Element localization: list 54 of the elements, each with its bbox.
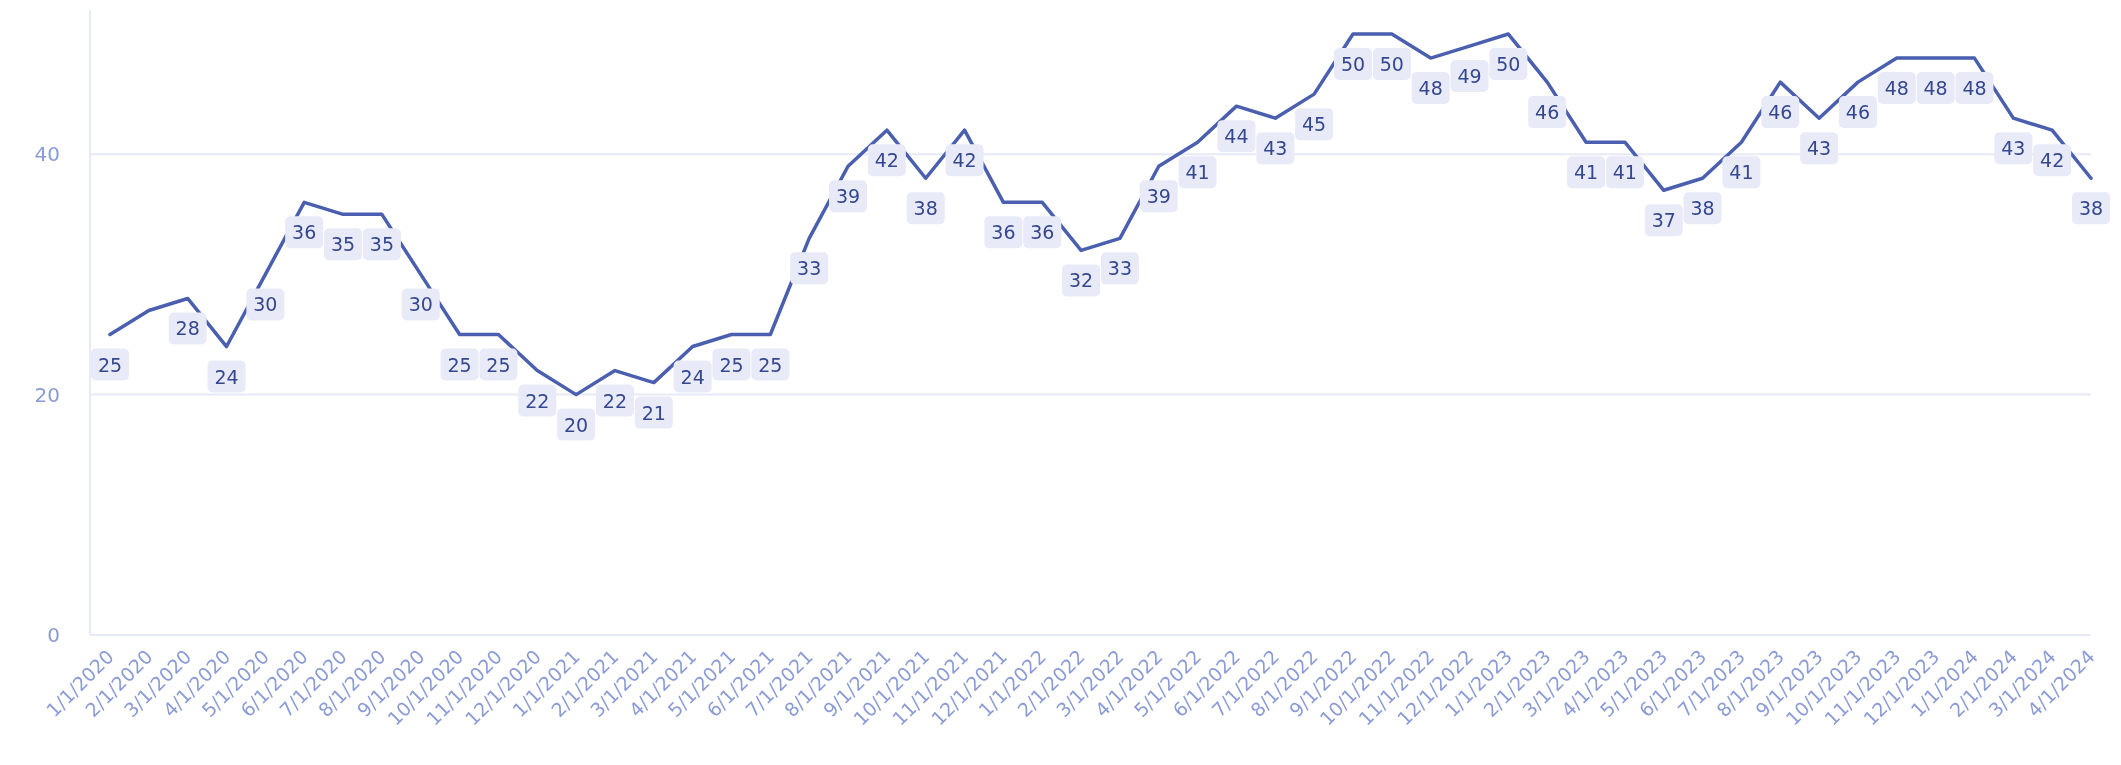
data-label: 39 <box>1146 185 1171 208</box>
data-label: 38 <box>913 197 938 220</box>
data-label: 36 <box>292 221 317 244</box>
data-label: 25 <box>97 353 123 376</box>
data-label: 42 <box>874 149 899 172</box>
data-label: 41 <box>1729 161 1754 184</box>
data-label: 46 <box>1535 101 1560 124</box>
data-label: 50 <box>1340 53 1366 76</box>
data-label: 25 <box>719 353 744 376</box>
data-label: 46 <box>1845 101 1871 124</box>
data-label: 45 <box>1302 113 1327 136</box>
data-label: 36 <box>991 221 1016 244</box>
data-label: 35 <box>330 233 356 256</box>
data-label: 39 <box>835 185 861 208</box>
data-label: 35 <box>369 233 394 256</box>
data-label: 41 <box>1612 161 1637 184</box>
data-label: 33 <box>1107 257 1133 280</box>
data-label: 22 <box>602 389 628 412</box>
data-label: 21 <box>641 401 666 424</box>
data-label: 30 <box>253 293 278 316</box>
data-label: 33 <box>797 257 822 280</box>
data-label: 30 <box>408 293 433 316</box>
data-label: 41 <box>1573 161 1599 184</box>
data-label: 37 <box>1651 209 1676 232</box>
data-label: 20 <box>564 413 589 436</box>
data-label: 25 <box>758 353 783 376</box>
data-label: 24 <box>214 365 239 388</box>
data-label: 50 <box>1496 53 1521 76</box>
data-label: 41 <box>1185 161 1210 184</box>
data-label: 48 <box>1962 77 1987 100</box>
data-label: 42 <box>952 149 977 172</box>
data-label: 48 <box>1923 77 1948 100</box>
data-label: 25 <box>447 353 472 376</box>
data-label: 38 <box>1690 197 1715 220</box>
data-label: 43 <box>1263 137 1288 160</box>
data-label: 48 <box>1884 77 1909 100</box>
y-tick-label: 0 <box>47 623 60 647</box>
data-label: 44 <box>1224 125 1249 148</box>
data-label: 50 <box>1379 53 1404 76</box>
data-label: 43 <box>2001 137 2026 160</box>
data-label: 46 <box>1768 101 1793 124</box>
data-label: 42 <box>2040 149 2065 172</box>
data-label: 28 <box>175 317 200 340</box>
data-label: 49 <box>1457 65 1482 88</box>
data-label: 36 <box>1030 221 1055 244</box>
data-label: 25 <box>486 353 511 376</box>
data-label: 32 <box>1068 269 1094 292</box>
data-label: 22 <box>525 389 550 412</box>
data-label: 38 <box>2078 197 2104 220</box>
data-label: 48 <box>1418 77 1443 100</box>
y-tick-label: 20 <box>34 382 60 407</box>
data-label: 43 <box>1807 137 1832 160</box>
data-label: 24 <box>680 365 705 388</box>
y-tick-label: 40 <box>34 142 60 167</box>
